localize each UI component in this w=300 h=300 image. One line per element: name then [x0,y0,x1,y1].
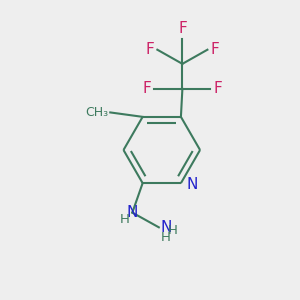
Text: N: N [127,205,138,220]
Text: F: F [178,22,187,37]
Text: F: F [146,42,154,57]
Text: F: F [143,81,152,96]
Text: H: H [120,213,130,226]
Text: H: H [160,231,170,244]
Text: H: H [168,224,178,237]
Text: F: F [213,81,222,96]
Text: N: N [160,220,172,235]
Text: CH₃: CH₃ [85,106,108,119]
Text: F: F [210,42,219,57]
Text: N: N [186,177,198,192]
